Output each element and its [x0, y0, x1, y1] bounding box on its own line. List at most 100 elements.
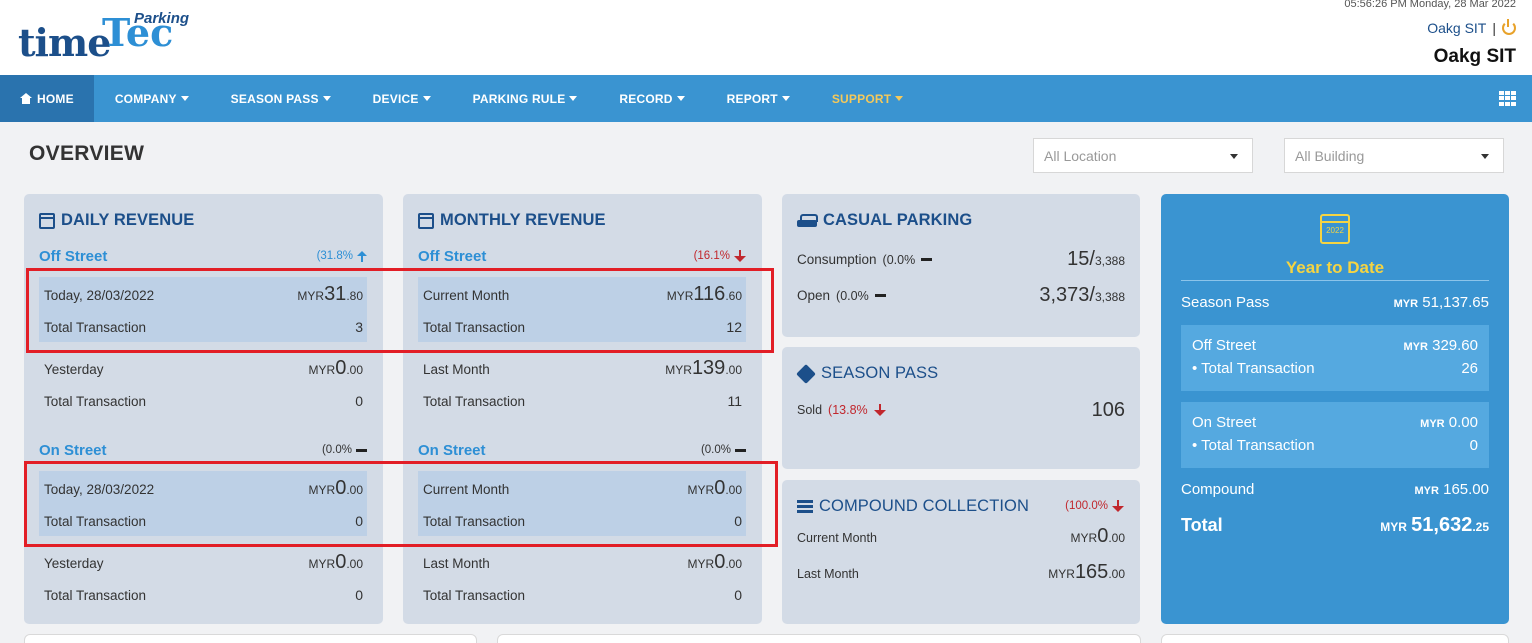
open-label: Open — [797, 288, 831, 303]
currency-label: MYR — [1414, 485, 1439, 497]
nav-company[interactable]: COMPANY — [94, 75, 210, 122]
daily-on-today-amount: MYR0.00 — [309, 477, 363, 500]
nav-record[interactable]: RECORD — [598, 75, 705, 122]
ytd-compound-label: Compound — [1181, 481, 1255, 498]
monthly-off-last-amount: MYR139.00 — [665, 357, 742, 380]
open-row: Open (0.0% — [797, 288, 886, 303]
ytd-season-amount: 51,137.65 — [1422, 294, 1489, 311]
amount-minor: .00 — [346, 483, 363, 497]
calendar-year-icon: 2022 — [1320, 214, 1350, 244]
nav-parking-rule[interactable]: PARKING RULE — [452, 75, 599, 122]
casual-parking-title: CASUAL PARKING — [797, 211, 972, 230]
daily-off-yesterday-label: Yesterday — [44, 362, 104, 377]
ytd-off-value: MYR 329.60 — [1403, 337, 1478, 354]
monthly-off-current-highlight — [418, 277, 746, 342]
ytd-off-tx-value: 26 — [1461, 360, 1478, 377]
sold-count: 106 — [1091, 399, 1125, 421]
nav-device[interactable]: DEVICE — [352, 75, 452, 122]
caret-down-icon — [180, 96, 189, 101]
power-logout-icon[interactable] — [1502, 19, 1516, 35]
nav-device-label: DEVICE — [372, 91, 419, 106]
header-separator: | — [1492, 20, 1496, 36]
daily-off-today-highlight — [39, 277, 367, 342]
amount-major: 0 — [335, 477, 347, 499]
ytd-off-street-box — [1181, 325, 1489, 391]
bottom-panel-left — [24, 634, 477, 643]
nav-season-pass[interactable]: SEASON PASS — [210, 75, 352, 122]
amount-minor: .80 — [346, 289, 363, 303]
daily-on-yesterday-tx-label: Total Transaction — [44, 588, 147, 603]
caret-down-icon — [569, 96, 578, 101]
app-header: time Tec Parking 05:56:26 PM Monday, 28 … — [0, 0, 1532, 75]
chevron-down-icon — [1481, 154, 1489, 159]
arrow-down-icon — [1112, 500, 1124, 512]
casual-parking-card: CASUAL PARKING Consumption (0.0% 15/3,38… — [782, 194, 1140, 337]
currency-label: MYR — [665, 363, 692, 377]
car-icon — [797, 213, 818, 228]
amount-major: 31 — [324, 283, 347, 305]
timetec-parking-logo[interactable]: time Tec Parking — [18, 8, 208, 65]
user-name-link[interactable]: Oakg SIT — [1427, 20, 1487, 36]
amount-minor: .00 — [1108, 531, 1125, 545]
open-total: 3,388 — [1094, 290, 1125, 304]
ytd-compound-value: MYR 165.00 — [1414, 481, 1489, 498]
building-select[interactable]: All Building — [1284, 138, 1504, 173]
ytd-on-label: On Street — [1192, 414, 1257, 431]
amount-major: 116 — [693, 283, 726, 305]
compound-collection-card: COMPOUND COLLECTION (100.0% Current Mont… — [782, 480, 1140, 624]
compound-current-amount: MYR0.00 — [1071, 525, 1125, 548]
nav-support-label: SUPPORT — [831, 91, 892, 106]
daily-off-pct-text: (31.8% — [316, 250, 353, 262]
compound-collection-title: COMPOUND COLLECTION — [797, 497, 1029, 516]
location-select[interactable]: All Location — [1033, 138, 1253, 173]
header-datetime: 05:56:26 PM Monday, 28 Mar 2022 — [1344, 0, 1516, 10]
amount-minor: .00 — [346, 557, 363, 571]
arrow-down-icon — [734, 250, 746, 262]
ytd-off-tx-label: • Total Transaction — [1192, 360, 1315, 377]
daily-revenue-title-text: DAILY REVENUE — [61, 211, 195, 229]
currency-label: MYR — [297, 289, 325, 303]
monthly-on-last-amount: MYR0.00 — [688, 551, 742, 574]
daily-on-yesterday-label: Yesterday — [44, 556, 104, 571]
ytd-on-amount: 0.00 — [1448, 414, 1478, 431]
daily-on-today-tx-label: Total Transaction — [44, 514, 147, 529]
apps-grid-icon[interactable] — [1499, 91, 1516, 106]
monthly-on-current-amount: MYR0.00 — [688, 477, 742, 500]
casual-parking-title-text: CASUAL PARKING — [823, 211, 973, 229]
compound-last-label: Last Month — [797, 567, 859, 581]
dash-neutral-icon — [735, 448, 746, 452]
nav-home[interactable]: HOME — [0, 75, 94, 122]
daily-revenue-card: DAILY REVENUE Off Street (31.8% Today, 2… — [24, 194, 383, 624]
monthly-revenue-title: MONTHLY REVENUE — [418, 211, 606, 230]
consumption-value: 15/3,388 — [1067, 248, 1125, 271]
consumption-row: Consumption (0.0% — [797, 252, 933, 267]
amount-minor: .00 — [1108, 567, 1125, 581]
home-icon — [20, 93, 32, 104]
calendar-year-text: 2022 — [1326, 226, 1344, 235]
amount-major: 0 — [335, 357, 347, 379]
monthly-on-street-label: On Street — [418, 442, 486, 459]
location-select-value: All Location — [1044, 148, 1117, 164]
calendar-icon — [418, 212, 434, 229]
nav-support[interactable]: SUPPORT — [811, 75, 924, 122]
compound-pct-text: (100.0% — [1065, 500, 1108, 512]
ytd-total-label: Total — [1181, 515, 1223, 535]
page-title: OVERVIEW — [29, 142, 145, 165]
caret-down-icon — [322, 96, 331, 101]
ytd-title: Year to Date — [1285, 258, 1385, 277]
ytd-total-value: MYR 51,632.25 — [1380, 514, 1489, 537]
caret-down-icon — [422, 96, 431, 101]
nav-season-pass-label: SEASON PASS — [230, 91, 319, 106]
ytd-on-tx-label: • Total Transaction — [1192, 437, 1315, 454]
monthly-on-current-highlight — [418, 471, 746, 536]
compound-change: (100.0% — [1065, 500, 1124, 512]
monthly-off-street-change: (16.1% — [694, 250, 746, 262]
daily-on-yesterday-tx-value: 0 — [355, 587, 363, 603]
daily-off-yesterday-tx-value: 0 — [355, 393, 363, 409]
amount-minor: .00 — [725, 483, 742, 497]
nav-parking-rule-label: PARKING RULE — [472, 91, 566, 106]
dash-neutral-icon — [356, 448, 367, 452]
consumption-total: 3,388 — [1094, 254, 1125, 268]
compound-last-amount: MYR165.00 — [1048, 561, 1125, 584]
nav-report[interactable]: REPORT — [706, 75, 811, 122]
